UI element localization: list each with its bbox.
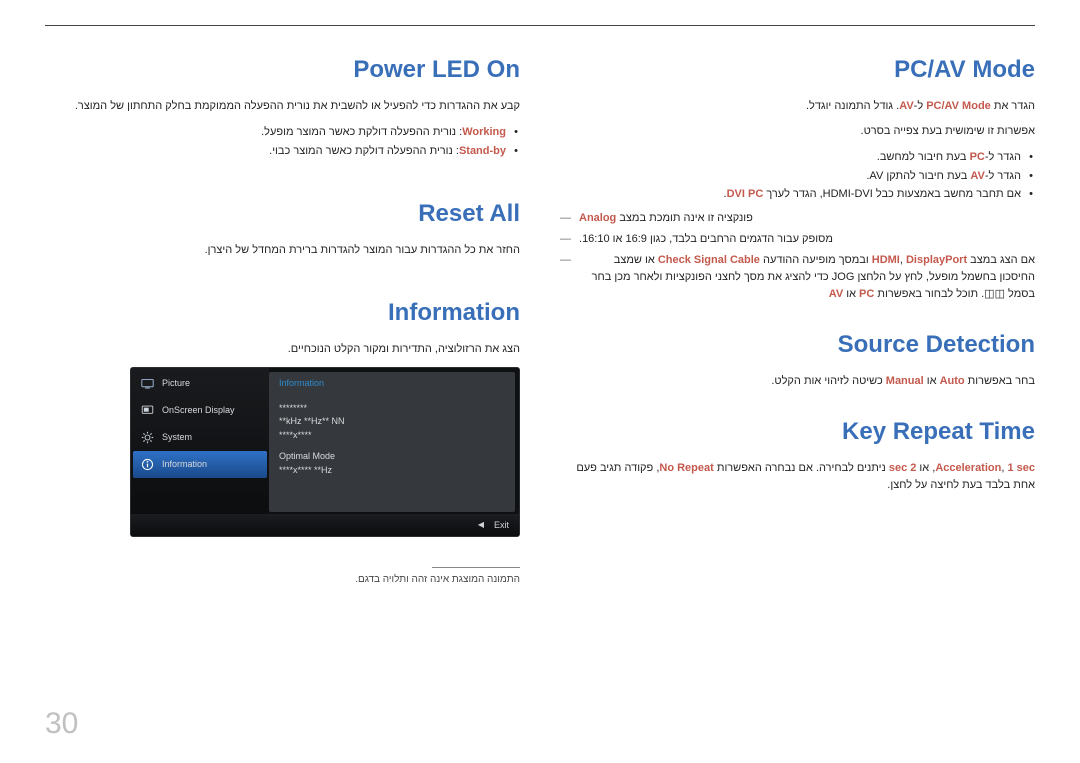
footnote-rule [432, 567, 520, 568]
title-source-detection: Source Detection [560, 331, 1035, 359]
pcav-note-2: ― מסופק עבור הדגמים הרחבים בלבד, כגון 16… [560, 231, 1035, 248]
information-body: הצג את הרזולוציה, התדירות ומקור הקלט הנו… [45, 341, 520, 358]
onscreen-icon [141, 404, 154, 417]
osd-main-panel: Information ******** **kHz **Hz** NN ***… [269, 372, 515, 512]
title-reset-all: Reset All [45, 200, 520, 228]
title-pcav-mode: PC/AV Mode [560, 56, 1035, 84]
osd-exit-button[interactable]: Exit [494, 520, 509, 530]
pcav-sub1: אפשרות זו שימושית בעת צפייה בסרט. [560, 123, 1035, 140]
osd-item-information[interactable]: Information [133, 451, 267, 478]
osd-item-onscreen[interactable]: OnScreen Display [131, 397, 269, 424]
picture-icon [141, 377, 154, 390]
title-key-repeat-time: Key Repeat Time [560, 418, 1035, 446]
osd-nav-left-icon[interactable]: ◀ [478, 520, 484, 529]
pcav-bullet-1: הגדר ל-PC בעת חיבור למחשב. [560, 148, 1035, 167]
source-detection-body: בחר באפשרות Auto או Manual כשיטה לזיהוי … [560, 373, 1035, 390]
osd-panel: Picture OnScreen Display System Informat… [130, 367, 520, 537]
osd-header: Information [279, 378, 505, 394]
pcav-bullet-3: אם תחבר מחשב באמצעות כבל HDMI-DVI, הגדר … [560, 185, 1035, 204]
osd-item-picture[interactable]: Picture [131, 370, 269, 397]
gear-icon [141, 431, 154, 444]
pcav-note-1: ― פונקציה זו אינה תומכת במצב Analog [560, 210, 1035, 227]
osd-item-system[interactable]: System [131, 424, 269, 451]
key-repeat-body: Acceleration, 1 sec, או 2 sec ניתנים לבח… [560, 460, 1035, 494]
power-led-bullet-1: Working: נורית ההפעלה דולקת כאשר המוצר מ… [45, 123, 520, 142]
pcav-note-3: ― אם הצג במצב HDMI, DisplayPort ובמסך מו… [560, 252, 1035, 303]
power-led-intro: קבע את ההגדרות כדי להפעיל או להשבית את נ… [45, 98, 520, 115]
footnote-text: התמונה המוצגת אינה זהה ותלויה בדגם. [45, 574, 520, 585]
osd-footer: ◀ Exit [131, 514, 519, 536]
right-column: PC/AV Mode הגדר את PC/AV Mode ל-AV. גודל… [560, 56, 1035, 585]
osd-sidebar: Picture OnScreen Display System Informat… [131, 368, 269, 516]
title-information: Information [45, 299, 520, 327]
info-icon [141, 458, 154, 471]
pcav-intro: הגדר את PC/AV Mode ל-AV. גודל התמונה יוג… [560, 98, 1035, 115]
page-number: 30 [45, 707, 78, 741]
pcav-bullet-2: הגדר ל-AV בעת חיבור להתקן AV. [560, 167, 1035, 186]
power-led-bullet-2: Stand-by: נורית ההפעלה דולקת כאשר המוצר … [45, 142, 520, 161]
title-power-led-on: Power LED On [45, 56, 520, 84]
left-column: Power LED On קבע את ההגדרות כדי להפעיל א… [45, 56, 520, 585]
reset-all-body: החזר את כל ההגדרות עבור המוצר להגדרות בר… [45, 242, 520, 259]
